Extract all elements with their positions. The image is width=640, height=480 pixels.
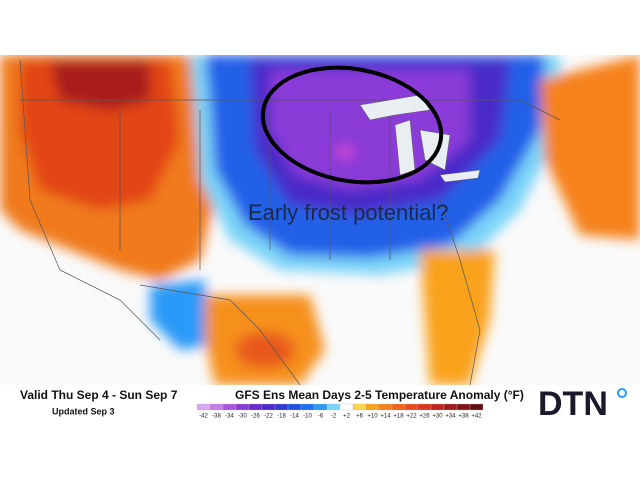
colorbar-swatch — [378, 403, 393, 411]
colorbar: -42 -38 -34 -30 -26 -22 -18 -14 -10 -6 -2 +2 +6 +10 +1… — [196, 403, 484, 420]
colorbar-swatch — [391, 403, 406, 411]
colorbar-swatch — [313, 403, 328, 411]
colorbar-label: -34 — [225, 414, 234, 420]
colorbar-swatch — [261, 403, 276, 411]
colorbar-label: -38 — [212, 414, 221, 420]
colorbar-label: +6 — [356, 414, 364, 420]
colorbar-swatch — [196, 403, 211, 411]
colorbar-swatch — [235, 403, 250, 411]
colorbar-label: +30 — [432, 414, 443, 420]
colorbar-swatch — [443, 403, 458, 411]
colorbar-swatch — [469, 403, 484, 411]
anomaly-field: Early frost potential? — [0, 55, 640, 385]
updated: Updated Sep 3 — [52, 406, 115, 416]
colorbar-swatch — [456, 403, 471, 411]
colorbar-swatch — [404, 403, 419, 411]
valid-dates: Valid Thu Sep 4 - Sun Sep 7 — [20, 388, 178, 402]
colorbar-swatch — [430, 403, 445, 411]
colorbar-label: +38 — [458, 414, 469, 420]
colorbar-label: +22 — [406, 414, 417, 420]
colorbar-label: -30 — [238, 414, 247, 420]
colorbar-swatch — [352, 403, 367, 411]
colorbar-label: -10 — [303, 414, 312, 420]
colorbar-label: +34 — [445, 414, 456, 420]
colorbar-label: -18 — [277, 414, 286, 420]
colorbar-swatch — [417, 403, 432, 411]
colorbar-label: +2 — [343, 414, 351, 420]
annotation: Early frost potential? — [248, 200, 449, 225]
colorbar-label: +14 — [380, 414, 391, 420]
great-lakes — [359, 94, 481, 183]
logo: DTN — [538, 385, 608, 423]
colorbar-swatch — [209, 403, 224, 411]
colorbar-label: -14 — [290, 414, 299, 420]
colorbar-swatch — [300, 403, 315, 411]
colorbar-swatch — [339, 403, 354, 411]
colorbar-label: +10 — [367, 414, 378, 420]
colorbar-label: +42 — [471, 414, 482, 420]
colorbar-label: -22 — [264, 414, 273, 420]
colorbar-swatch — [248, 403, 263, 411]
colorbar-label: +18 — [393, 414, 404, 420]
legend-title: GFS Ens Mean Days 2-5 Temperature Anomal… — [235, 388, 524, 402]
colorbar-label: -42 — [199, 414, 208, 420]
colorbar-swatch — [287, 403, 302, 411]
colorbar-swatch — [365, 403, 380, 411]
colorbar-swatch — [274, 403, 289, 411]
highlight-ellipse — [260, 65, 444, 185]
boundaries — [19, 59, 561, 385]
colorbar-label: -26 — [251, 414, 260, 420]
colorbar-swatch — [222, 403, 237, 411]
logo-mark — [617, 388, 627, 398]
colorbar-label: -2 — [331, 414, 337, 420]
colorbar-label: +26 — [419, 414, 430, 420]
colorbar-swatch — [326, 403, 341, 411]
colorbar-label: -6 — [318, 414, 324, 420]
